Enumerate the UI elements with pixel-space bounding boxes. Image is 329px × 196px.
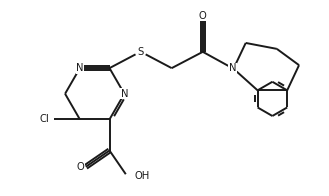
- Text: OH: OH: [134, 171, 149, 181]
- Text: Cl: Cl: [39, 114, 49, 124]
- Text: S: S: [138, 47, 144, 57]
- Text: O: O: [199, 11, 207, 21]
- Text: O: O: [77, 162, 85, 172]
- Text: N: N: [229, 63, 236, 73]
- Text: N: N: [120, 89, 128, 99]
- Text: N: N: [76, 63, 84, 73]
